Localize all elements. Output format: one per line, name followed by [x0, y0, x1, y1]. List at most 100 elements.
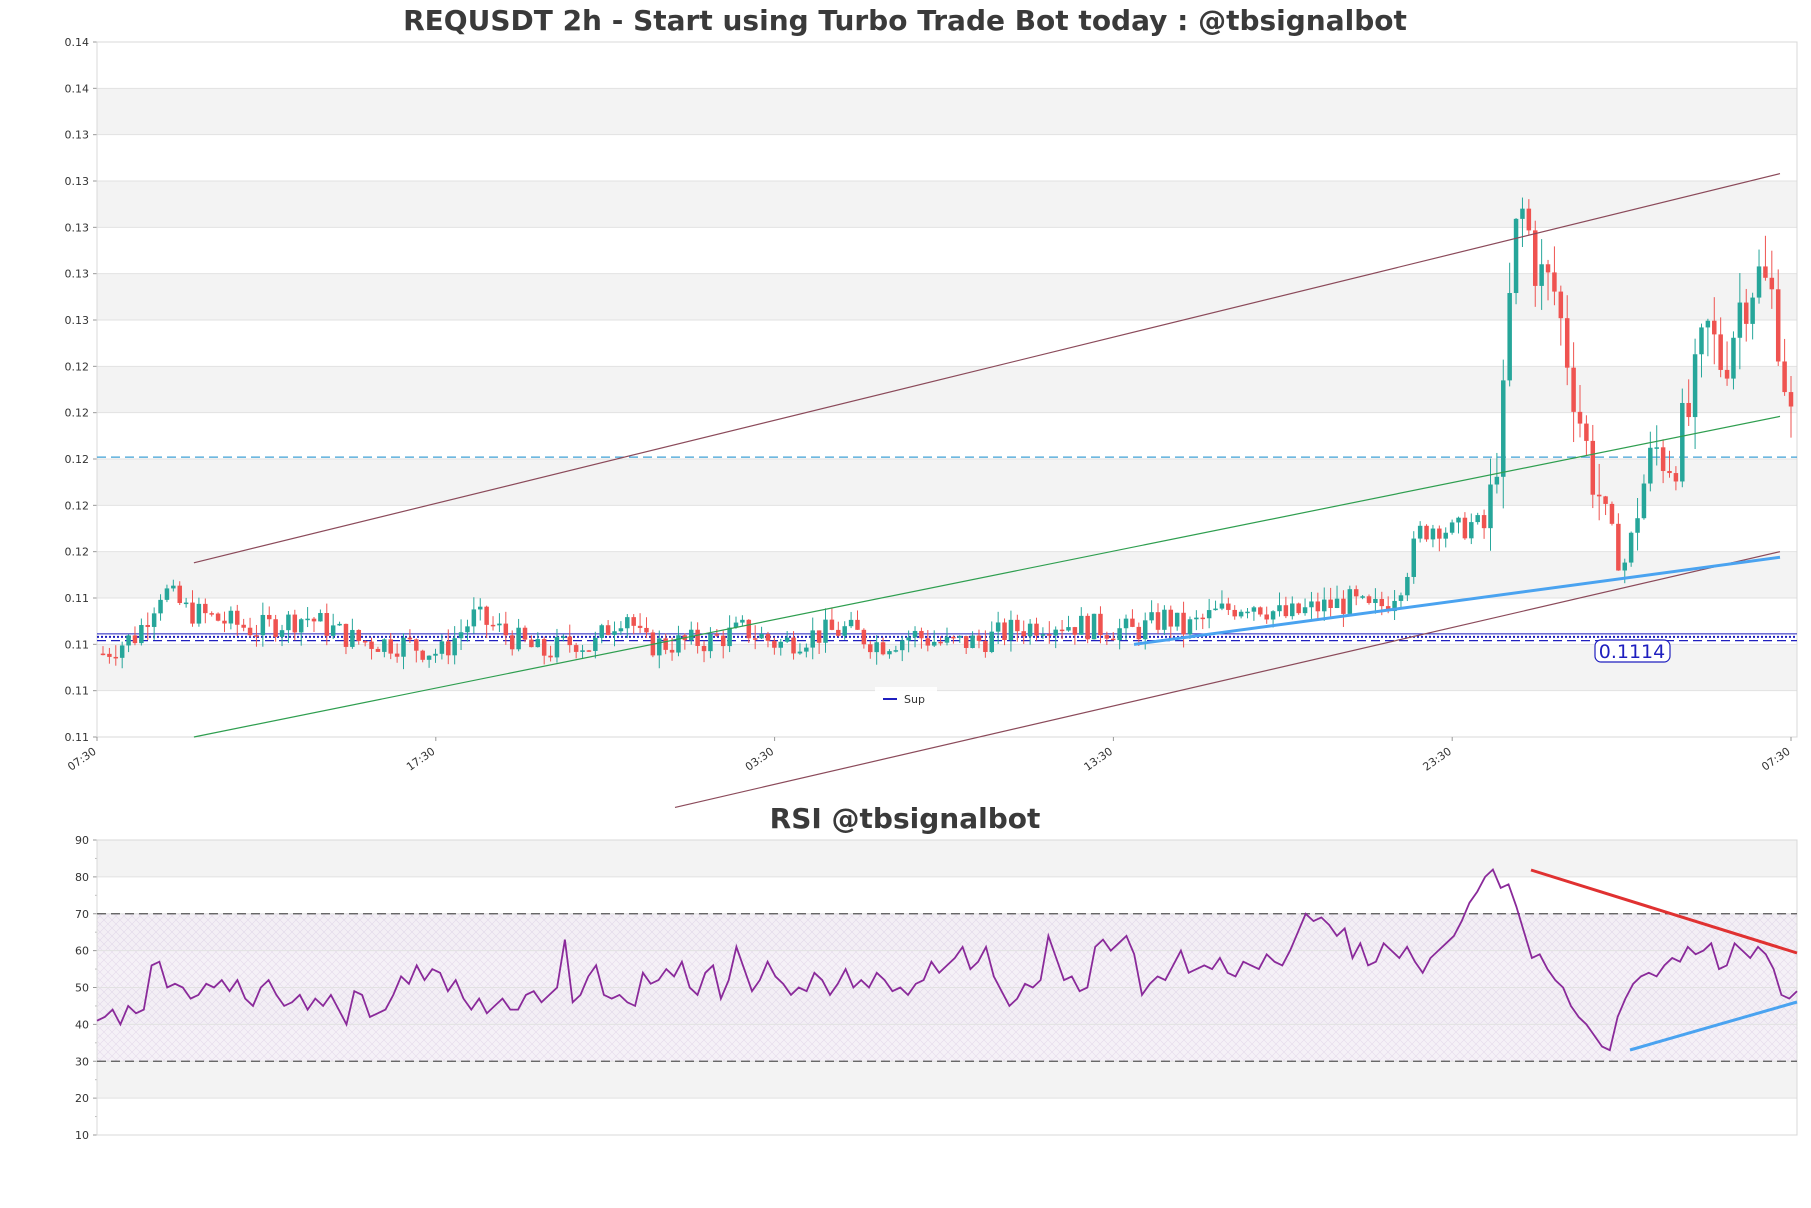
candle-body	[1360, 596, 1365, 598]
candle-body	[1168, 609, 1174, 627]
candle-body	[657, 638, 662, 656]
candle-body	[1424, 525, 1429, 540]
candle-body	[1040, 634, 1046, 636]
price-y-tick-label: 0.11	[65, 592, 90, 605]
candle-body	[1552, 272, 1557, 292]
candle-body	[350, 629, 355, 647]
candle-body	[1475, 515, 1480, 523]
candle-body	[1788, 392, 1794, 407]
candle-body	[1238, 611, 1244, 617]
candle-body	[733, 622, 739, 628]
candle-body	[1545, 264, 1551, 273]
candle-body	[529, 639, 534, 648]
candle-body	[273, 619, 278, 637]
price-y-tick-label: 0.13	[65, 268, 90, 281]
rsi-band	[97, 1061, 1797, 1099]
candle-body	[426, 655, 432, 660]
candle-body	[388, 639, 393, 654]
legend: Sup	[875, 687, 937, 711]
candle-body	[1680, 402, 1685, 482]
candle-body	[1206, 610, 1212, 619]
candle-body	[324, 613, 330, 636]
price-y-tick-label: 0.14	[65, 82, 90, 95]
candle-body	[1181, 612, 1186, 635]
candle-body	[561, 636, 566, 639]
price-x-tick-label: 03:30	[743, 745, 776, 774]
candle-body	[752, 638, 758, 640]
candle-body	[605, 625, 611, 635]
candle-body	[708, 634, 713, 652]
candle-body	[573, 645, 579, 652]
rsi-trendline-up	[1629, 1000, 1798, 1052]
candle-body	[362, 640, 368, 643]
candle-body	[298, 619, 304, 633]
candle-body	[305, 618, 310, 621]
candle-body	[1373, 598, 1378, 603]
candle-body	[593, 637, 598, 651]
candle-body	[1411, 538, 1417, 577]
candle-body	[1034, 623, 1039, 636]
candle-body	[976, 635, 982, 641]
candle-body	[107, 653, 112, 657]
candle-body	[631, 617, 636, 626]
candle-body	[1315, 601, 1321, 612]
candle-body	[1270, 611, 1276, 620]
candle-body	[797, 651, 803, 654]
candle-body	[1616, 523, 1621, 571]
candle-body	[701, 645, 707, 652]
candle-body	[1174, 612, 1180, 627]
candle-body	[720, 635, 726, 647]
candle-body	[522, 627, 528, 640]
candle-body	[337, 623, 342, 626]
candle-body	[330, 625, 336, 636]
candle-body	[1213, 608, 1218, 611]
candle-body	[1053, 629, 1058, 636]
candle-body	[292, 614, 298, 633]
candle-body	[1341, 598, 1346, 614]
candle-body	[791, 637, 796, 654]
candle-body	[1110, 638, 1116, 641]
price-y-tick-label: 0.14	[65, 36, 90, 49]
candle-body	[452, 638, 457, 656]
candle-body	[1692, 354, 1698, 418]
candle-body	[1481, 515, 1487, 529]
candle-body	[804, 647, 809, 652]
candle-body	[1686, 402, 1691, 418]
candle-body	[810, 630, 815, 648]
candle-body	[554, 636, 560, 658]
candle-body	[1437, 528, 1442, 539]
candle-body	[868, 644, 873, 653]
candle-body	[151, 613, 157, 627]
candle-body	[580, 650, 585, 652]
candle-body	[439, 641, 445, 654]
rsi-y-tick-label: 20	[75, 1092, 89, 1105]
candle-body	[861, 629, 867, 645]
price-trendline-4	[1133, 555, 1781, 646]
candle-body	[1283, 605, 1289, 617]
candle-body	[1194, 617, 1199, 620]
candle-body	[944, 636, 950, 643]
price-y-tick-label: 0.12	[65, 499, 90, 512]
candle-body	[516, 627, 521, 650]
candle-body	[1353, 589, 1359, 597]
candle-body	[1520, 208, 1525, 219]
candle-body	[279, 630, 285, 637]
candle-body	[1290, 603, 1295, 617]
candle-body	[1149, 612, 1154, 621]
candle-body	[1622, 562, 1628, 571]
candle-body	[1091, 613, 1097, 640]
candle-body	[266, 614, 272, 620]
candle-body	[848, 619, 854, 627]
candle-body	[625, 617, 630, 629]
rsi-y-tick-label: 60	[75, 945, 89, 958]
candle-body	[228, 610, 234, 624]
candle-body	[1347, 589, 1353, 614]
candle-body	[1251, 607, 1257, 612]
candle-body	[318, 613, 323, 622]
rsi-y-tick-label: 30	[75, 1055, 89, 1068]
candle-body	[1654, 447, 1659, 449]
candle-body	[1763, 266, 1768, 278]
candle-body	[1469, 522, 1474, 539]
candle-body	[1743, 302, 1749, 324]
candle-body	[957, 636, 963, 638]
